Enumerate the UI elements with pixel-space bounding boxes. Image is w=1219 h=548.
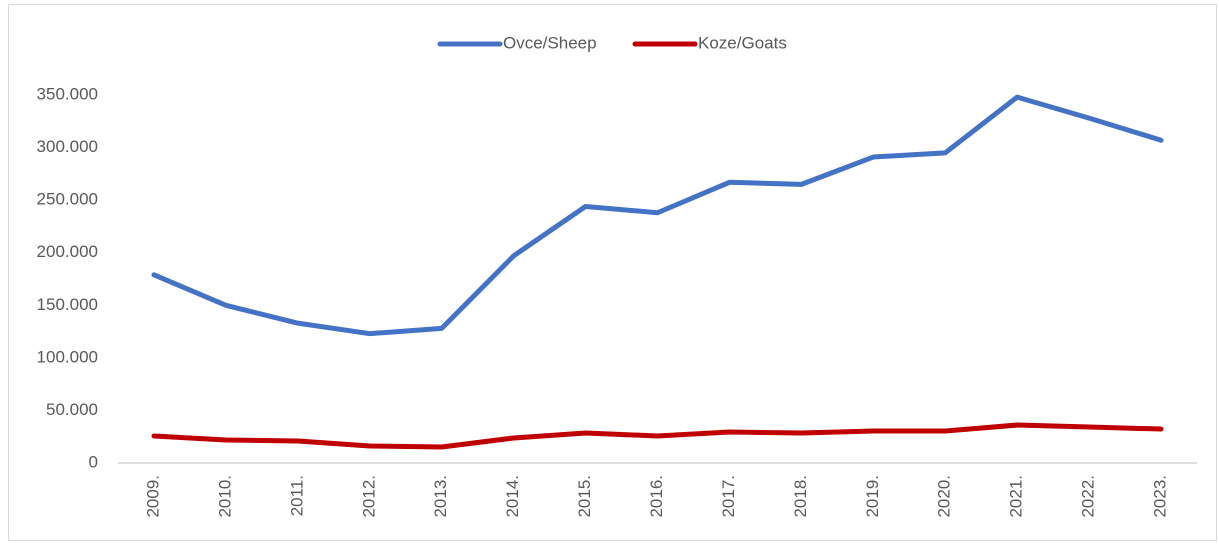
x-tick-label: 2014.: [503, 475, 522, 518]
x-tick-label: 2016.: [647, 475, 666, 518]
legend-label: Ovce/Sheep: [503, 33, 597, 52]
x-tick-label: 2012.: [359, 475, 378, 518]
y-tick-label: 350.000: [37, 84, 98, 103]
y-tick-label: 300.000: [37, 137, 98, 156]
series-line: [151, 94, 1164, 337]
y-tick-label: 100.000: [37, 347, 98, 366]
y-tick-label: 50.000: [46, 400, 98, 419]
x-tick-label: 2020.: [935, 475, 954, 518]
y-tick-label: 200.000: [37, 242, 98, 261]
y-tick-label: 250.000: [37, 190, 98, 209]
y-tick-label: 150.000: [37, 295, 98, 314]
x-tick-label: 2017.: [719, 475, 738, 518]
x-tick-label: 2021.: [1007, 475, 1026, 518]
x-tick-label: 2015.: [575, 475, 594, 518]
x-tick-label: 2013.: [431, 475, 450, 518]
chart-border: [8, 4, 1217, 541]
x-tick-label: 2011.: [287, 475, 306, 516]
x-tick-label: 2009.: [143, 475, 162, 518]
x-tick-label: 2022.: [1079, 475, 1098, 518]
series-line: [151, 422, 1164, 450]
x-tick-label: 2023.: [1151, 475, 1170, 518]
legend-label: Koze/Goats: [698, 33, 787, 52]
x-tick-label: 2010.: [215, 475, 234, 518]
y-tick-label: 0: [89, 452, 98, 471]
x-tick-label: 2019.: [863, 475, 882, 518]
x-tick-label: 2018.: [791, 475, 810, 518]
